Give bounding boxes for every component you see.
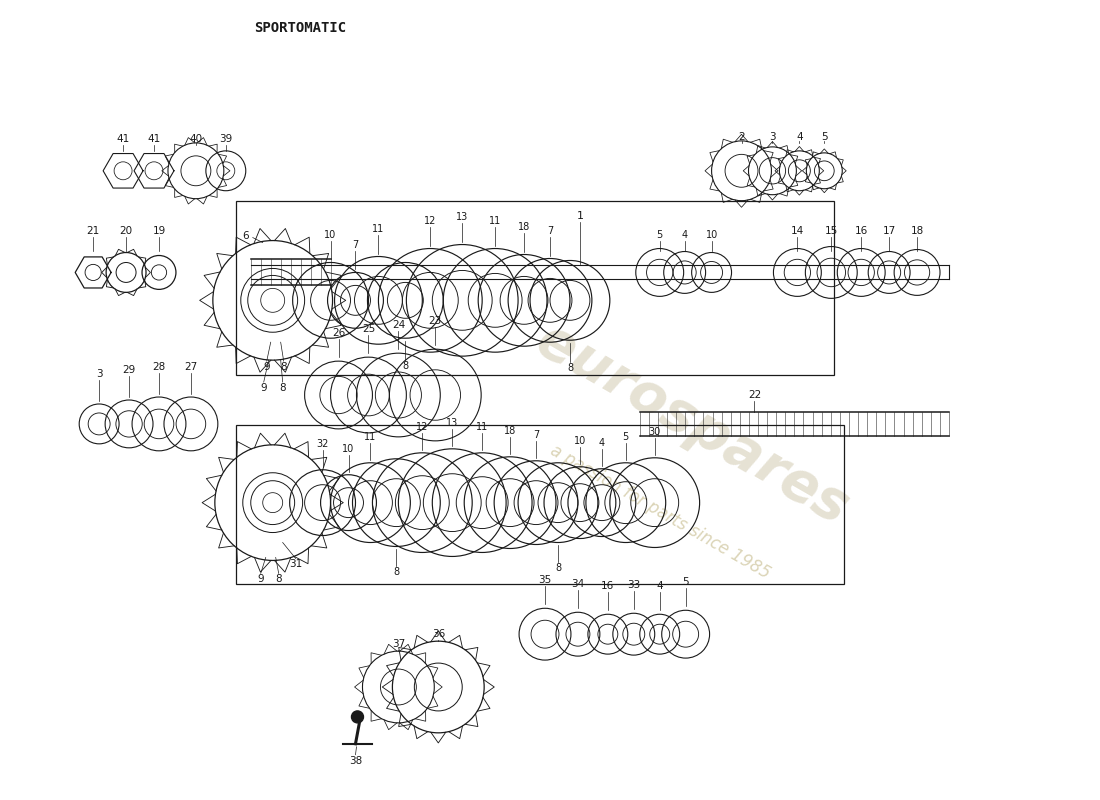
Text: 12: 12: [425, 216, 437, 226]
Text: 10: 10: [574, 436, 586, 446]
Text: 31: 31: [289, 559, 302, 570]
Text: 40: 40: [189, 134, 202, 144]
Text: 28: 28: [153, 362, 166, 372]
Text: 13: 13: [456, 212, 469, 222]
Text: 24: 24: [392, 320, 405, 330]
Text: 30: 30: [649, 427, 661, 437]
Text: 5: 5: [657, 230, 663, 239]
Text: 26: 26: [332, 328, 345, 338]
Text: 38: 38: [349, 756, 362, 766]
Text: 16: 16: [602, 582, 615, 591]
Text: 34: 34: [571, 579, 584, 590]
Text: 41: 41: [147, 134, 161, 144]
Text: 12: 12: [416, 422, 429, 432]
Text: 18: 18: [518, 222, 530, 232]
Text: 17: 17: [882, 226, 895, 235]
Text: 9: 9: [261, 383, 267, 393]
Text: 4: 4: [657, 582, 663, 591]
Text: eurospares: eurospares: [527, 313, 858, 535]
Text: 11: 11: [476, 422, 488, 432]
Text: 10: 10: [324, 230, 337, 239]
Text: 39: 39: [219, 134, 232, 144]
Text: 18: 18: [911, 226, 924, 235]
Text: SPORTOMATIC: SPORTOMATIC: [254, 22, 346, 35]
Text: 6: 6: [242, 230, 249, 241]
Text: 19: 19: [153, 226, 166, 235]
Text: 1: 1: [576, 210, 583, 221]
Text: 13: 13: [447, 418, 459, 428]
Text: 8: 8: [566, 363, 573, 373]
Text: 18: 18: [504, 426, 516, 436]
Text: 7: 7: [547, 226, 553, 235]
Text: 5: 5: [682, 578, 689, 587]
Text: 8: 8: [394, 567, 399, 578]
Text: 9: 9: [263, 362, 270, 372]
Text: 9: 9: [257, 574, 264, 584]
Text: 14: 14: [791, 226, 804, 235]
Text: 22: 22: [748, 390, 761, 400]
Text: 16: 16: [855, 226, 868, 235]
Text: a passion for parts since 1985: a passion for parts since 1985: [547, 441, 773, 582]
Text: 32: 32: [317, 439, 329, 449]
Text: 4: 4: [682, 230, 688, 239]
Text: 27: 27: [185, 362, 198, 372]
Text: 36: 36: [431, 629, 444, 639]
Text: 25: 25: [362, 324, 375, 334]
Text: 3: 3: [769, 132, 776, 142]
Text: 8: 8: [280, 362, 287, 372]
Text: 8: 8: [403, 361, 408, 371]
Text: 8: 8: [279, 383, 286, 393]
Text: 5: 5: [821, 132, 827, 142]
Text: 4: 4: [796, 132, 803, 142]
Bar: [235, 201, 834, 375]
Text: 7: 7: [352, 239, 359, 250]
Text: 15: 15: [825, 226, 838, 235]
Text: 10: 10: [705, 230, 717, 239]
Text: 20: 20: [120, 226, 133, 235]
Text: 7: 7: [532, 430, 539, 440]
Text: 35: 35: [538, 575, 551, 586]
Text: 8: 8: [554, 563, 561, 574]
Text: 21: 21: [87, 226, 100, 235]
Text: 5: 5: [623, 432, 629, 442]
Text: 23: 23: [429, 316, 442, 326]
Text: 8: 8: [275, 574, 282, 584]
Text: 11: 11: [364, 432, 376, 442]
Text: 10: 10: [342, 444, 354, 454]
Text: 3: 3: [96, 369, 102, 379]
Text: 11: 11: [372, 223, 385, 234]
Text: 2: 2: [738, 132, 745, 142]
Text: 11: 11: [490, 216, 502, 226]
Circle shape: [352, 711, 363, 723]
Text: 33: 33: [627, 580, 640, 590]
Text: 29: 29: [122, 365, 135, 375]
Text: 41: 41: [117, 134, 130, 144]
Text: 37: 37: [392, 639, 405, 649]
Bar: [235, 425, 845, 584]
Text: 4: 4: [598, 438, 605, 448]
